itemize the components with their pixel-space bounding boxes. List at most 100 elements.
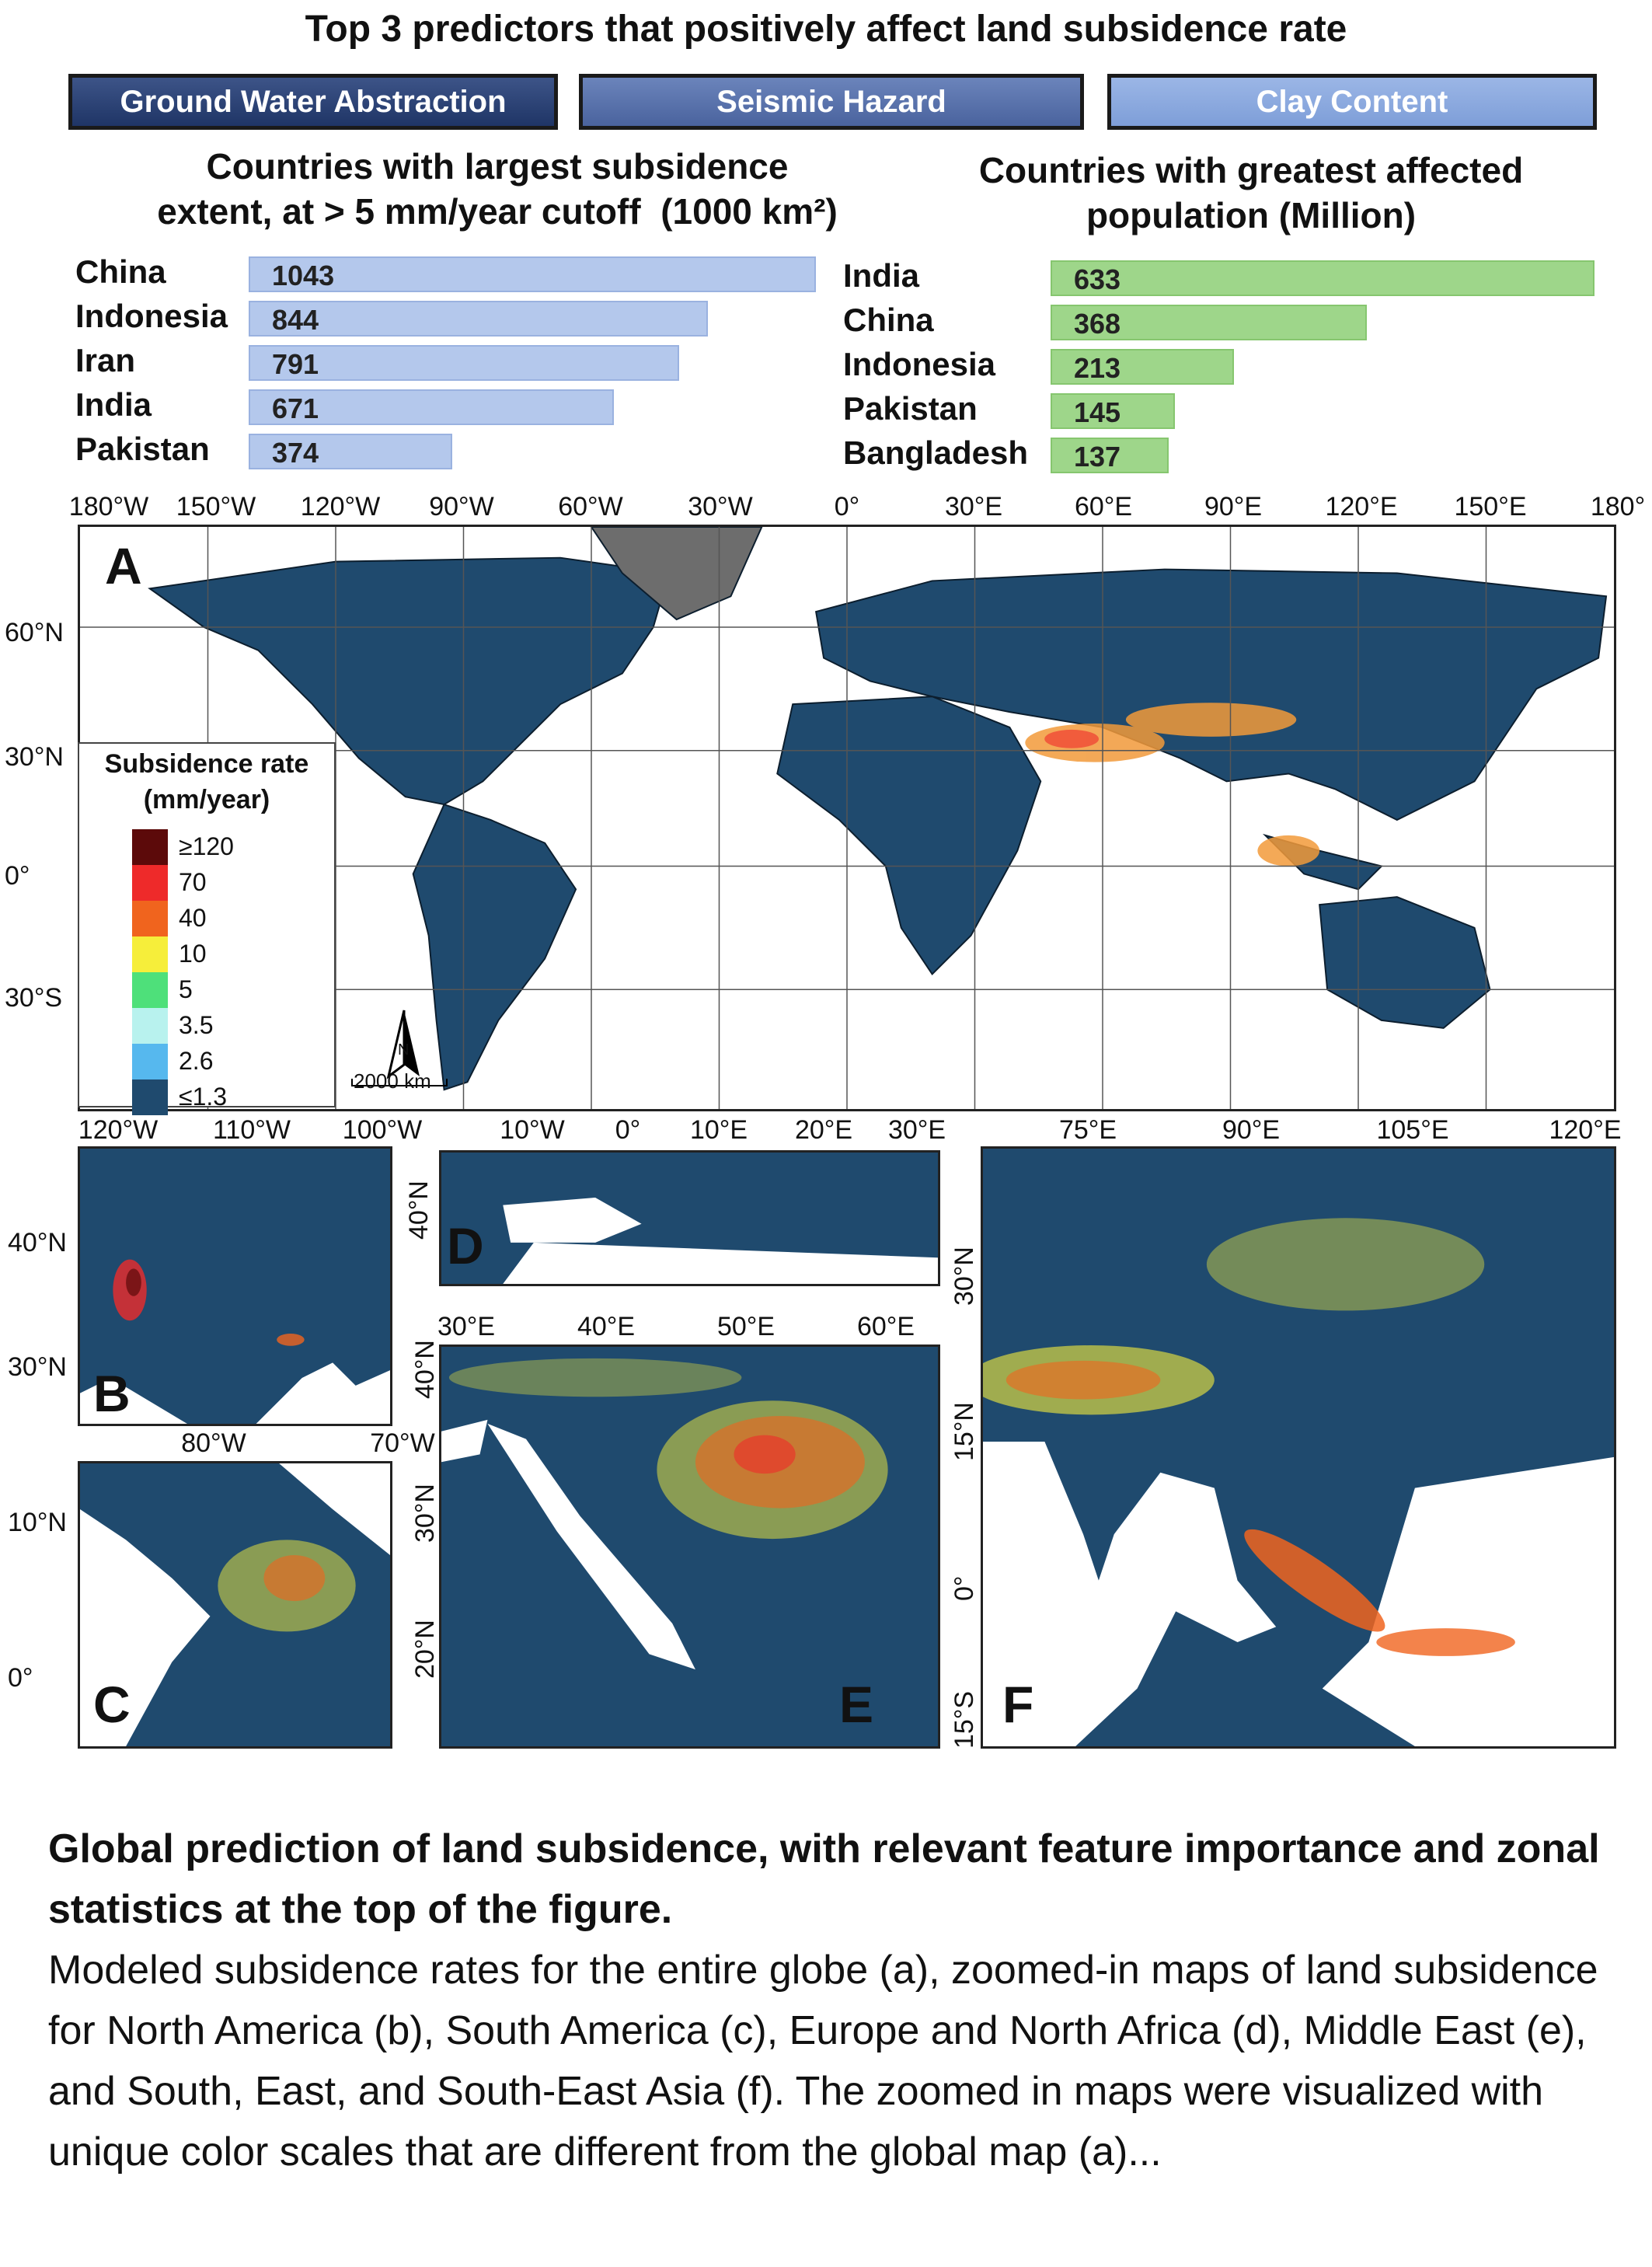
predictor-clay: Clay Content — [1107, 74, 1597, 130]
lon-label: 30°E — [887, 1115, 946, 1145]
map-f-svg — [983, 1218, 1614, 1746]
legend-swatch — [132, 936, 168, 972]
map-a-label: A — [105, 537, 142, 595]
country-label: China — [843, 302, 934, 338]
bar: 368 — [1051, 305, 1367, 340]
lon-label: 150°W — [176, 492, 256, 521]
bar-value-label: 844 — [272, 304, 319, 336]
bar-value-label: 137 — [1074, 441, 1121, 473]
extent-title-line2: extent, at > 5 mm/year cutoff — [157, 191, 641, 232]
lon-label: 70°W — [370, 1428, 435, 1458]
bar: 1043 — [249, 256, 816, 292]
legend-swatch — [132, 901, 168, 936]
legend-class-label: ≥120 — [179, 832, 234, 860]
bar-value-label: 671 — [272, 392, 319, 424]
map-a-panel — [78, 525, 1616, 1111]
legend-class-label: 5 — [179, 975, 193, 1003]
lon-label: 180°W — [68, 492, 149, 521]
map-c-label: C — [93, 1676, 131, 1733]
lat-label: 40°N — [410, 1340, 440, 1399]
scale-bar-label: 2000 km — [354, 1069, 431, 1093]
figure-title: Top 3 predictors that positively affect … — [305, 9, 1347, 50]
predictor-seismic: Seismic Hazard — [579, 74, 1084, 130]
country-label: India — [843, 257, 920, 294]
country-label: Iran — [75, 342, 136, 378]
lat-label: 20°N — [410, 1620, 440, 1679]
bar: 844 — [249, 301, 708, 337]
lon-label: 80°W — [181, 1428, 246, 1458]
legend-swatch — [132, 972, 168, 1008]
bar-value-label: 368 — [1074, 308, 1121, 340]
legend-class-label: ≤1.3 — [179, 1083, 228, 1111]
bar-value-label: 633 — [1074, 263, 1121, 295]
lat-label: 30°S — [5, 983, 63, 1013]
bar: 671 — [249, 389, 614, 425]
lon-label: 40°E — [577, 1312, 636, 1341]
legend-swatch — [132, 865, 168, 901]
country-label: India — [75, 386, 152, 423]
bar: 633 — [1051, 260, 1594, 296]
lon-label: 50°E — [716, 1312, 775, 1341]
lon-label: 10°E — [689, 1115, 748, 1145]
legend: Subsidence rate (mm/year) ≥120 70 40 10 5 3.5… — [78, 742, 336, 1115]
lat-label: 0° — [5, 861, 30, 891]
lon-label: 180° — [1590, 492, 1646, 521]
legend-title-line1: Subsidence rate — [104, 749, 309, 779]
bar-value-label: 1043 — [272, 260, 335, 291]
map-d-svg — [503, 1197, 938, 1284]
lat-label: 40°N — [404, 1181, 434, 1240]
lon-label: 100°W — [342, 1115, 423, 1145]
bar: 791 — [249, 345, 679, 381]
map-f-panel — [981, 1146, 1616, 1749]
map-b-svg — [80, 1259, 390, 1424]
lon-label: 120°E — [1325, 492, 1398, 521]
country-label: Indonesia — [75, 298, 228, 334]
caption-body: Modeled subsidence rates for the entire … — [48, 1948, 1598, 2175]
lon-label: 60°E — [1074, 492, 1133, 521]
country-label: China — [75, 253, 166, 290]
lat-label: 30°N — [950, 1247, 979, 1306]
bar-value-label: 213 — [1074, 352, 1121, 384]
country-label: Pakistan — [843, 390, 978, 427]
country-label: Indonesia — [843, 346, 996, 382]
lon-label: 120°W — [300, 492, 381, 521]
extent-unit: (1000 km²) — [660, 191, 838, 232]
lon-label: 10°W — [500, 1115, 565, 1145]
bar: 374 — [249, 434, 452, 469]
lon-label: 110°W — [213, 1115, 291, 1145]
lon-label: 60°W — [558, 492, 623, 521]
north-arrow-icon — [350, 1006, 458, 1100]
extent-chart-title: Countries with largest subsidence extent… — [62, 144, 932, 234]
bar-value-label: 145 — [1074, 396, 1121, 428]
lat-label: 15°S — [950, 1690, 979, 1749]
lon-label: 0° — [834, 492, 860, 521]
map-d-panel — [439, 1150, 940, 1286]
lat-label: 10°N — [8, 1508, 67, 1537]
lat-label: 60°N — [5, 618, 64, 647]
lat-label: 0° — [8, 1663, 33, 1693]
legend-class-label: 40 — [179, 904, 207, 932]
lat-label: 30°N — [410, 1484, 440, 1543]
map-d-label: D — [447, 1217, 484, 1275]
caption-bold: Global prediction of land subsidence, wi… — [48, 1826, 1600, 1932]
legend-swatch — [132, 1079, 168, 1115]
bar: 137 — [1051, 438, 1169, 473]
lon-label: 30°W — [688, 492, 753, 521]
map-b-label: B — [93, 1365, 131, 1422]
lon-label: 90°E — [1204, 492, 1263, 521]
extent-title-line1: Countries with largest subsidence — [206, 146, 789, 187]
legend-title-line2: (mm/year) — [143, 785, 270, 814]
lon-label: 20°E — [794, 1115, 853, 1145]
lon-label: 90°W — [429, 492, 494, 521]
lat-label: 30°N — [8, 1352, 67, 1382]
world-map — [80, 527, 1614, 1109]
legend-class-label: 2.6 — [179, 1047, 214, 1075]
lat-label: 0° — [950, 1575, 979, 1601]
country-label: Pakistan — [75, 431, 210, 467]
lon-label: 120°E — [1549, 1115, 1622, 1145]
legend-class-label: 3.5 — [179, 1011, 214, 1039]
legend-swatch — [132, 829, 168, 865]
map-c-svg — [80, 1463, 390, 1746]
bar-value-label: 374 — [272, 437, 319, 469]
map-e-panel — [439, 1345, 940, 1749]
